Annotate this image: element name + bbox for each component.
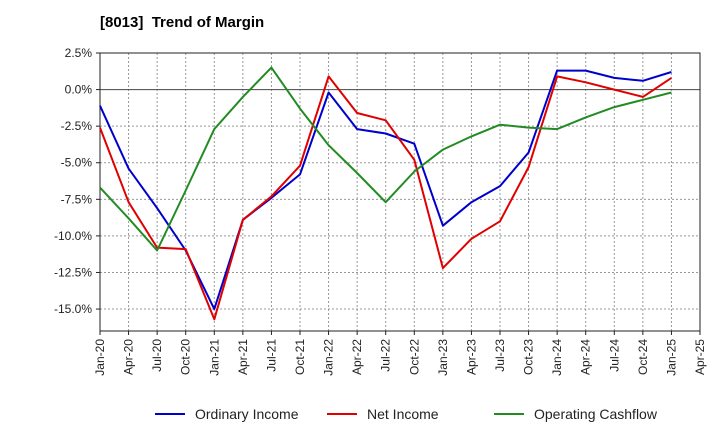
x-tick-label: Jul-24 (607, 339, 621, 372)
y-tick-label: -2.5% (61, 119, 93, 133)
x-tick-label: Jan-23 (436, 339, 450, 376)
x-tick-label: Apr-21 (236, 339, 250, 375)
x-tick-label: Oct-21 (293, 339, 307, 375)
legend: Ordinary Income Net Income Operating Cashf… (155, 406, 658, 422)
x-tick-label: Oct-22 (407, 339, 421, 375)
x-tick-label: Apr-25 (693, 339, 707, 375)
x-tick-label: Apr-23 (464, 339, 478, 375)
legend-label-ordinary-income: Ordinary Income (195, 406, 299, 422)
x-tick-label: Apr-20 (122, 339, 136, 375)
chart-title: [8013] Trend of Margin (100, 14, 265, 31)
y-axis: 2.5% 0.0% -2.5% -5.0% -7.5% -10.0% -12.5% -15.0… (54, 46, 100, 316)
x-tick-label: Jul-21 (264, 339, 278, 372)
x-tick-label: Oct-20 (179, 339, 193, 375)
x-tick-label: Jan-21 (207, 339, 221, 376)
x-tick-label: Apr-22 (350, 339, 364, 375)
x-tick-label: Jan-22 (322, 339, 336, 376)
series-layer (99, 66, 672, 321)
legend-label-operating-cashflow: Operating Cashflow (534, 406, 658, 422)
x-tick-label: Jan-25 (664, 339, 678, 376)
series-line-operating-cashflow (99, 66, 672, 252)
y-tick-label: 0.0% (65, 83, 93, 97)
plot-border (99, 52, 701, 332)
x-tick-label: Jan-20 (93, 339, 107, 376)
plot-background (100, 53, 700, 331)
x-tick-label: Jul-22 (379, 339, 393, 372)
y-tick-label: 2.5% (65, 46, 93, 60)
x-tick-label: Jul-20 (150, 339, 164, 372)
x-axis: Jan-20 Apr-20 Jul-20 Oct-20 Jan-21 Apr-21 Jul-… (93, 331, 707, 376)
grid-layer (100, 53, 700, 331)
y-tick-label: -5.0% (61, 156, 93, 170)
y-tick-label: -12.5% (54, 265, 92, 279)
y-tick-label: -7.5% (61, 192, 93, 206)
series-line-net-income (99, 75, 672, 321)
x-tick-label: Jul-23 (493, 339, 507, 372)
x-tick-label: Oct-24 (636, 339, 650, 375)
legend-label-net-income: Net Income (367, 406, 439, 422)
y-tick-label: -10.0% (54, 229, 92, 243)
x-tick-label: Oct-23 (522, 339, 536, 375)
x-tick-label: Apr-24 (579, 339, 593, 375)
x-tick-label: Jan-24 (550, 339, 564, 376)
y-tick-label: -15.0% (54, 302, 92, 316)
